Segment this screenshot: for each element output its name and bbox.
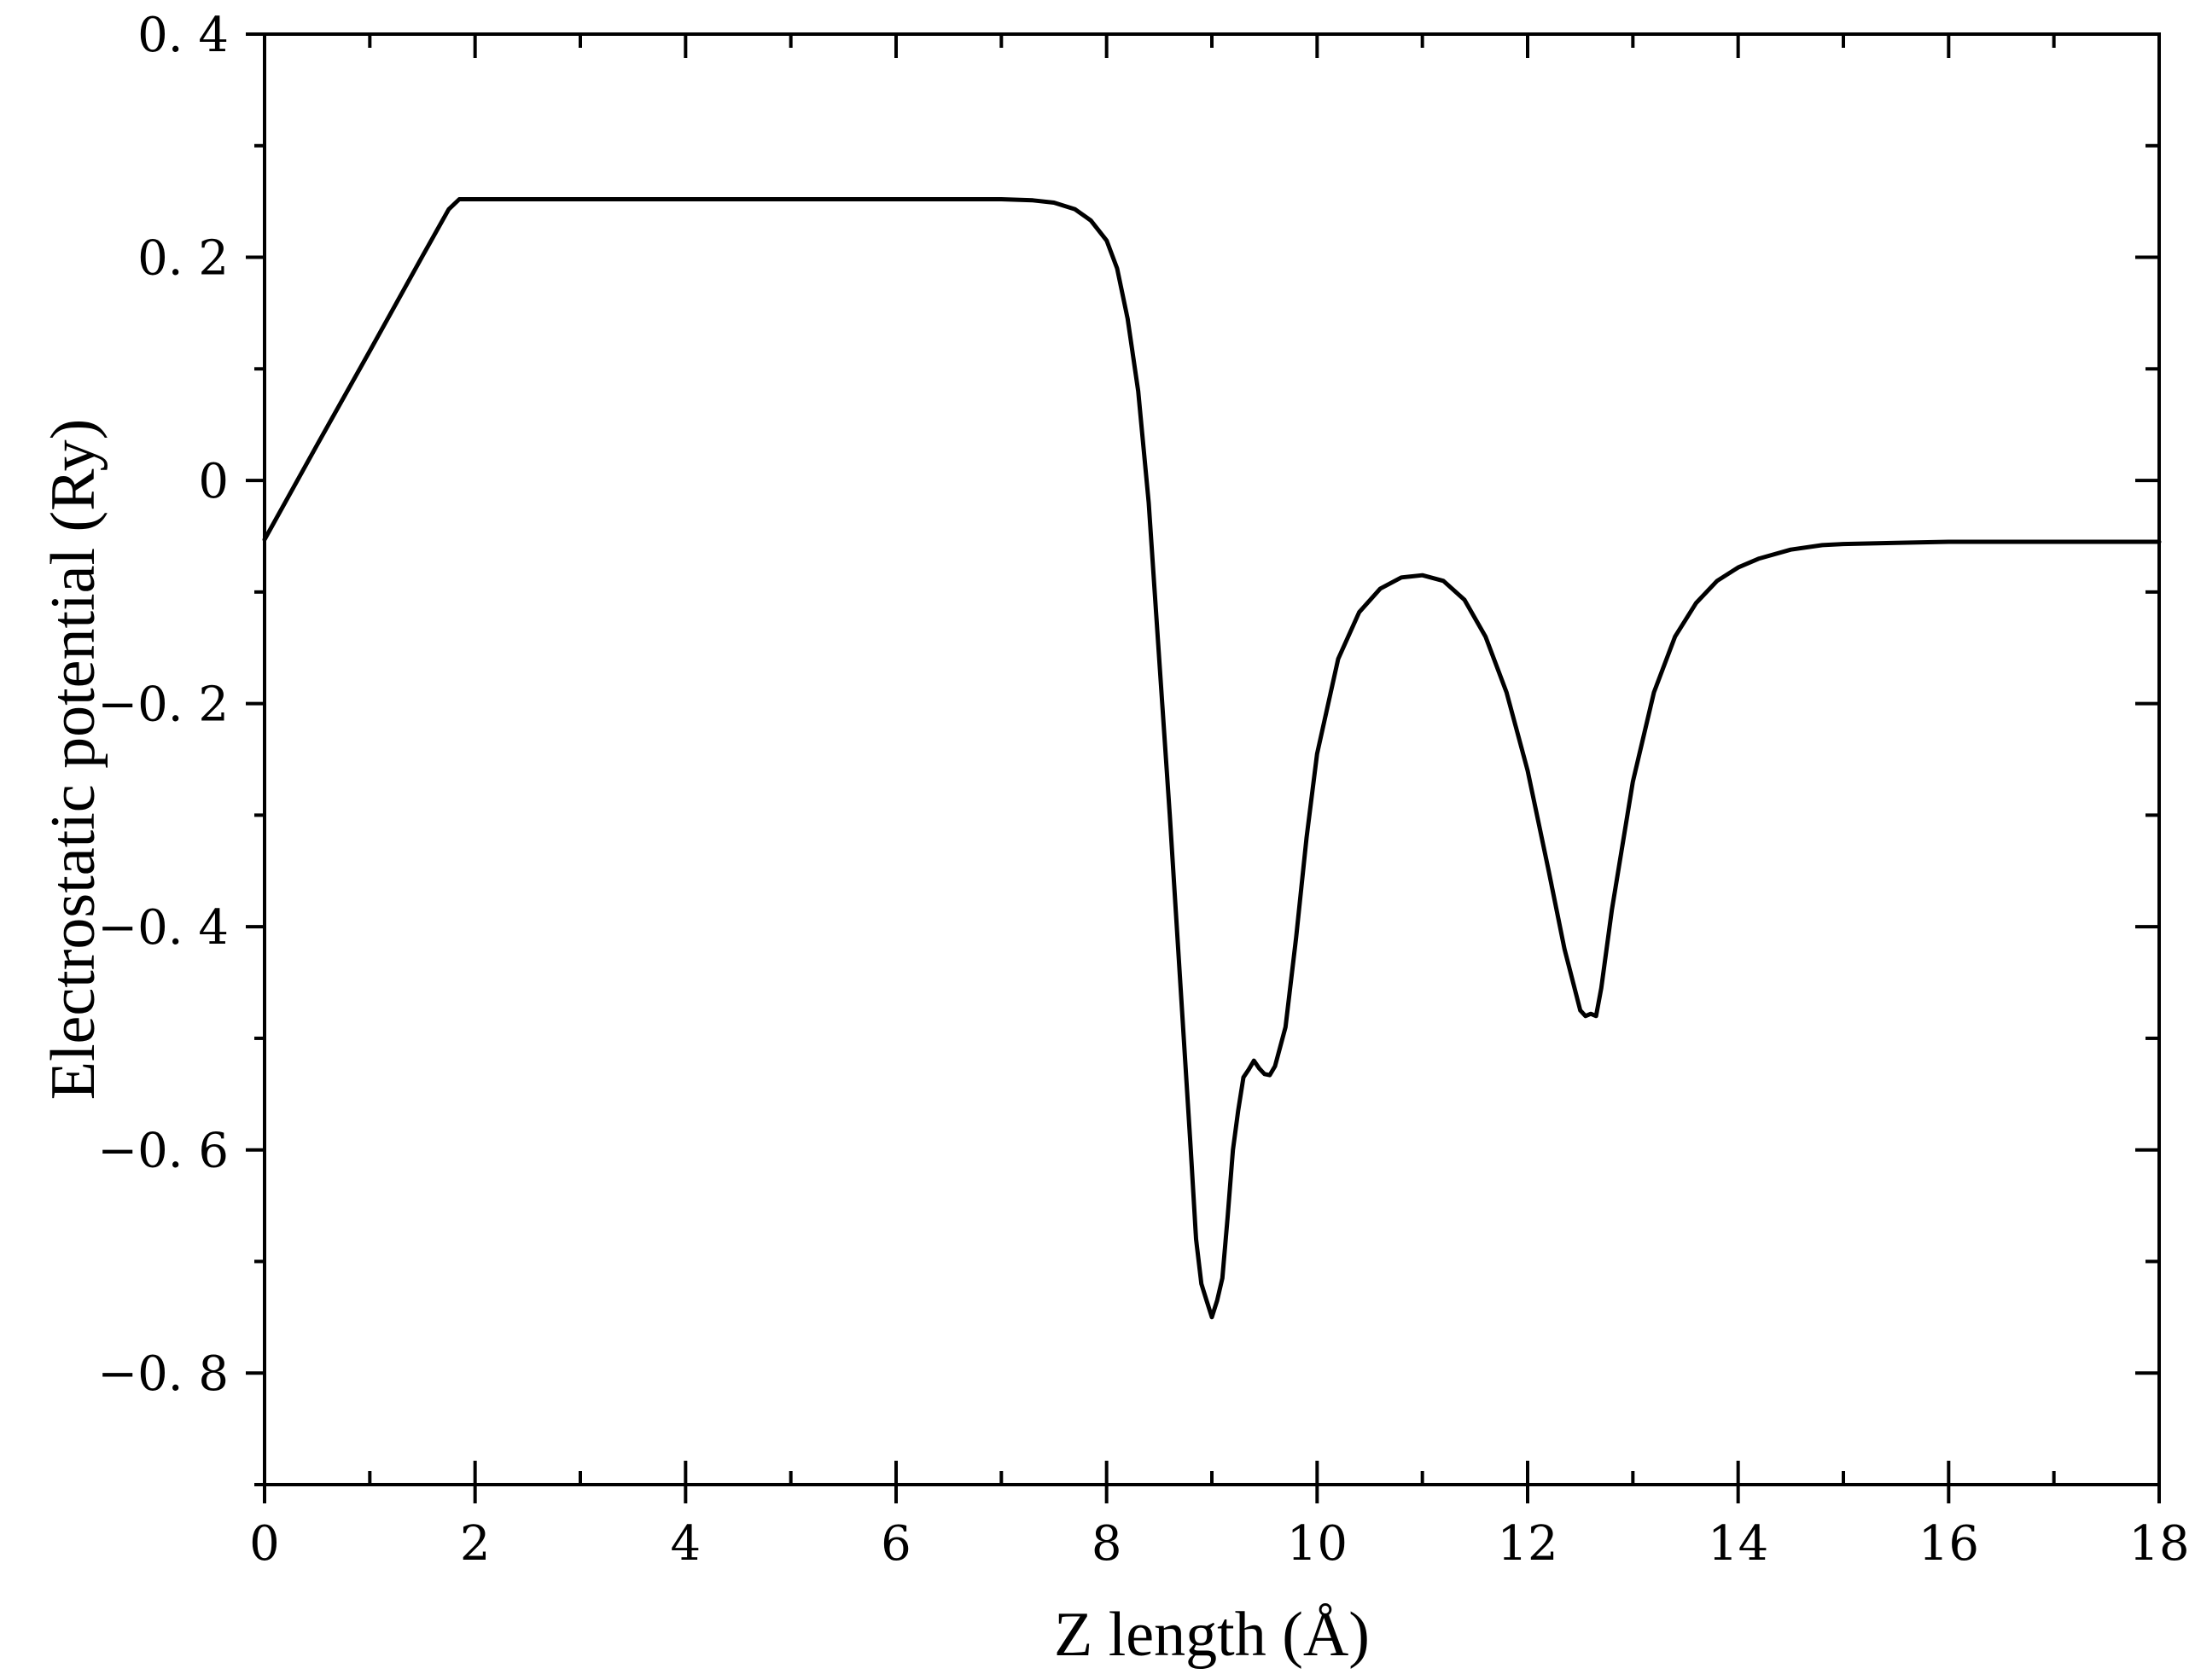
y-tick-label: −0. 6 (97, 1124, 229, 1179)
x-tick-label: 6 (881, 1516, 911, 1572)
x-tick-label: 18 (2128, 1516, 2189, 1572)
x-axis-title: Z length (Å) (1054, 1600, 1370, 1670)
x-tick-label: 8 (1092, 1516, 1122, 1572)
y-tick-label: −0. 2 (97, 677, 229, 733)
x-tick-label: 12 (1497, 1516, 1557, 1572)
y-axis-title: Electrostatic potential (Ry) (38, 419, 108, 1100)
x-tick-label: 0 (249, 1516, 280, 1572)
plot-frame (263, 32, 2161, 1486)
series-line-potential (262, 197, 2162, 1320)
y-tick-label: 0. 2 (137, 231, 229, 287)
x-tick-label: 2 (460, 1516, 491, 1572)
x-tick-label: 14 (1708, 1516, 1768, 1572)
y-tick-label: −0. 8 (97, 1346, 229, 1402)
tick-labels: 0 2 4 6 8 10 12 14 16 18 0. 4 0. 2 0 −0. 2 −0. 4 −0. 6 −… (97, 8, 2189, 1572)
x-tick-label: 10 (1287, 1516, 1348, 1572)
y-tick-label: 0 (198, 454, 229, 509)
y-tick-label: 0. 4 (137, 8, 229, 63)
x-tick-label: 4 (671, 1516, 702, 1572)
tick-marks (246, 32, 2161, 1503)
x-tick-label: 16 (1918, 1516, 1979, 1572)
y-tick-label: −0. 4 (97, 900, 229, 956)
